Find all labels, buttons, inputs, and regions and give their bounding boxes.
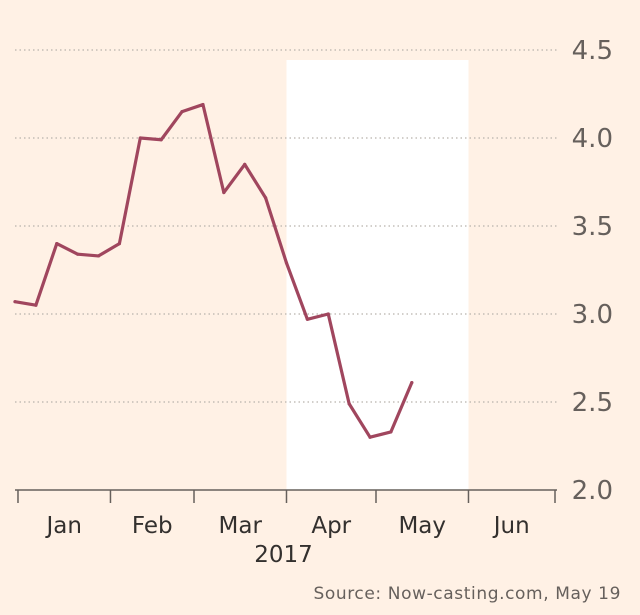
- data-point: [159, 138, 163, 142]
- data-point: [34, 303, 38, 307]
- data-point: [326, 312, 330, 316]
- y-tick-label: 4.0: [572, 124, 613, 154]
- shaded-region: [286, 60, 469, 490]
- data-point: [180, 110, 184, 114]
- x-axis-ticks: Jan Feb Mar Apr May Jun: [17, 490, 556, 539]
- x-tick-label-may: May: [398, 513, 446, 539]
- y-tick-label: 3.0: [572, 300, 613, 330]
- data-point: [96, 254, 101, 258]
- data-point: [243, 162, 247, 166]
- grid-lines: [15, 49, 557, 403]
- data-point: [201, 102, 205, 107]
- data-point: [117, 242, 122, 246]
- data-point: [305, 317, 309, 321]
- data-point: [264, 196, 268, 200]
- x-tick-label-jun: Jun: [492, 513, 530, 539]
- data-point: [76, 252, 80, 256]
- data-point: [13, 300, 17, 304]
- data-point: [55, 242, 59, 246]
- series-line: [13, 102, 414, 439]
- x-tick-label-jan: Jan: [44, 513, 81, 539]
- source-note: Source: Now-casting.com, May 19: [313, 584, 621, 604]
- data-point: [347, 402, 351, 406]
- data-point: [138, 136, 142, 140]
- x-tick-label-mar: Mar: [219, 513, 263, 539]
- data-point: [368, 435, 372, 439]
- data-point: [389, 430, 393, 434]
- year-label: 2017: [254, 542, 313, 568]
- data-points: [13, 102, 414, 439]
- y-tick-label: 3.5: [572, 212, 613, 242]
- y-tick-label: 2.5: [572, 388, 613, 418]
- y-tick-label: 2.0: [572, 476, 613, 506]
- x-tick-label-apr: Apr: [311, 513, 351, 539]
- x-tick-label-feb: Feb: [132, 513, 173, 539]
- y-tick-label: 4.5: [572, 36, 613, 66]
- data-point: [284, 261, 289, 265]
- data-point: [222, 190, 226, 195]
- y-axis-ticks: 4.5 4.0 3.5 3.0 2.5 2.0: [572, 36, 613, 506]
- data-point: [410, 381, 414, 385]
